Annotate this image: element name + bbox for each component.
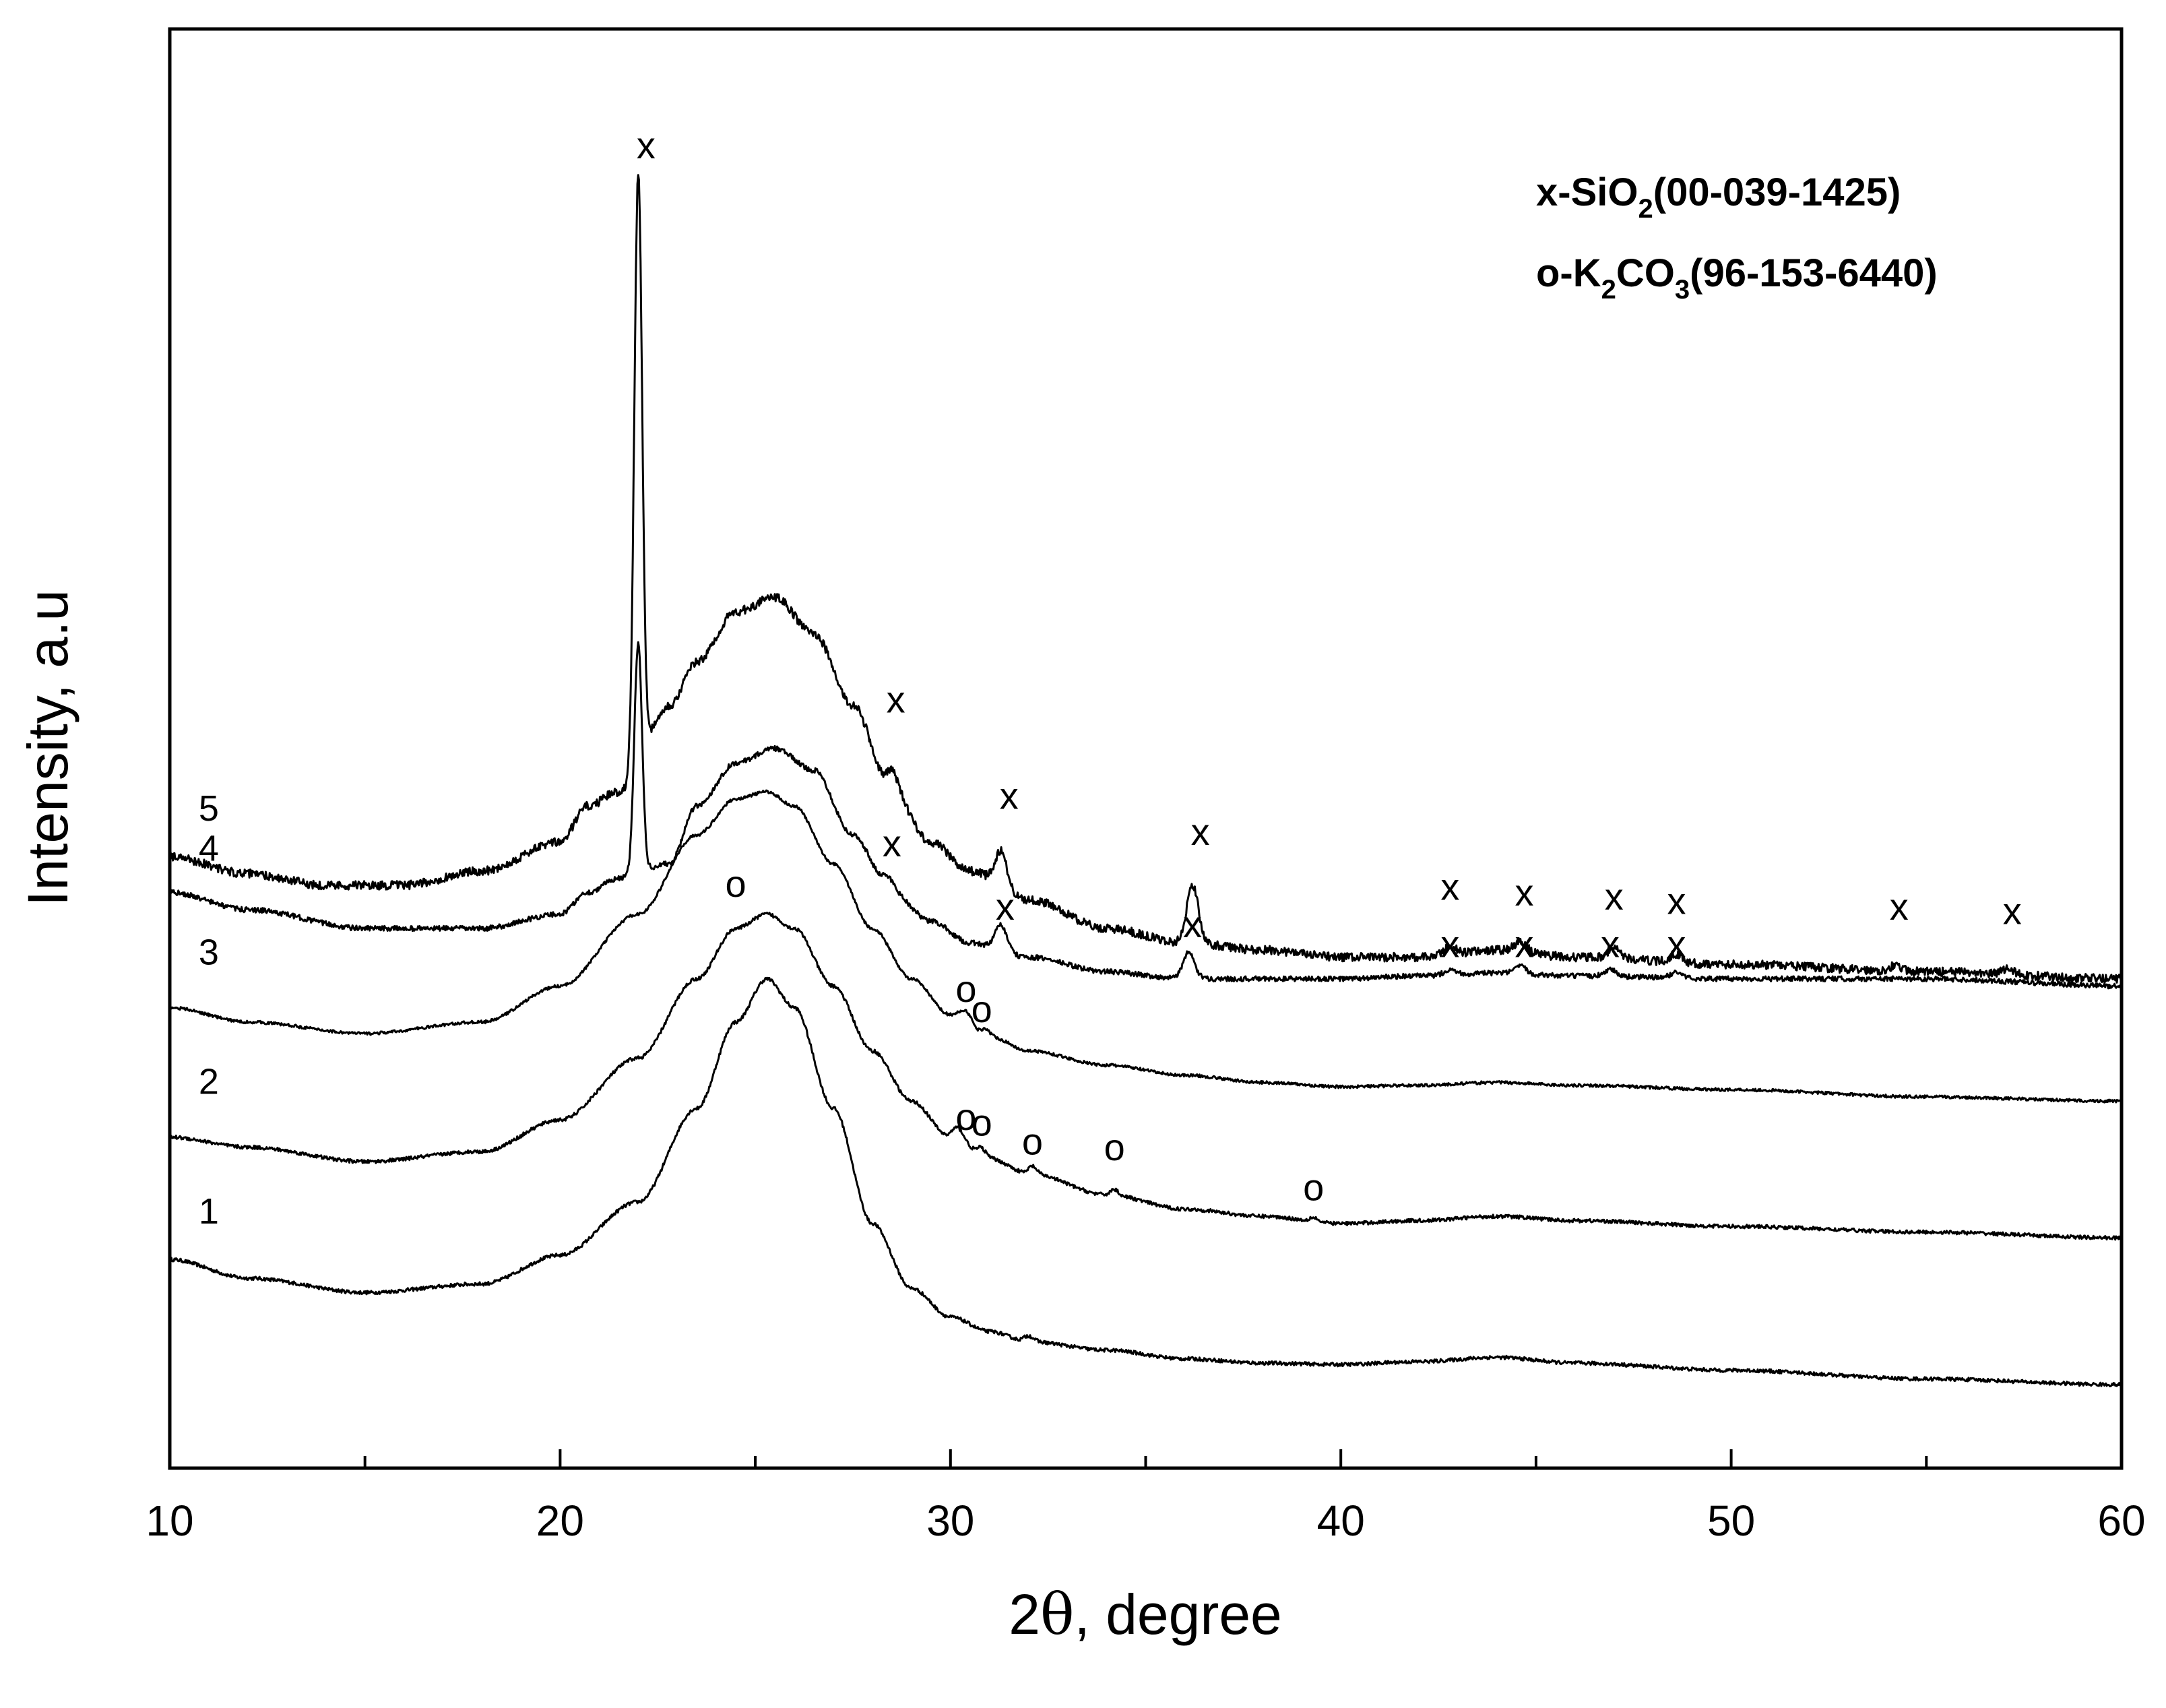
curve-labels: 1 2 3 45	[199, 788, 219, 1232]
x-tick-label: 20	[536, 1496, 584, 1545]
x-tick-label: 60	[2097, 1496, 2145, 1545]
legend-line-k2co3: o-K2CO3(96-153-6440)	[1536, 251, 1938, 305]
curve-label: 2	[199, 1062, 219, 1102]
series-curve-5	[168, 174, 2123, 984]
k2co3-peak-marker: o	[971, 1102, 992, 1144]
sio2-peak-marker: x	[1601, 923, 1620, 966]
sio2-peak-marker: x	[1440, 865, 1459, 908]
k2co3-peak-marker: o	[955, 968, 976, 1010]
series-curve-2	[168, 912, 2123, 1241]
sio2-peak-marker: x	[1000, 775, 1019, 817]
series-curve-4	[168, 641, 2122, 990]
sio2-peak-marker: x	[1440, 923, 1459, 966]
x-axis-ticks	[168, 1449, 2123, 1468]
k2co3-peak-marker: o	[971, 988, 992, 1030]
series-curve-1	[168, 976, 2123, 1387]
curve-label: 3	[199, 932, 219, 972]
sio2-peak-marker: x	[996, 885, 1015, 928]
y-axis-label: Intensity, a.u	[16, 590, 79, 906]
sio2-peak-marker: x	[637, 124, 656, 166]
x-axis-tick-labels: 10 20 30 40 50 60	[146, 1496, 2145, 1545]
sio2-peak-marker: x	[887, 678, 905, 721]
k2co3-peak-marker: o	[1104, 1126, 1125, 1168]
k2co3-peak-marker: o	[955, 1096, 976, 1138]
curve-label: 1	[199, 1191, 219, 1232]
x-tick-label: 40	[1317, 1496, 1365, 1545]
sio2-peak-marker: x	[1515, 923, 1534, 966]
sio2-peak-marker: x	[1667, 880, 1686, 922]
x-tick-label: 50	[1707, 1496, 1755, 1545]
sio2-peak-marker: x	[1605, 875, 1624, 918]
series-group	[168, 174, 2123, 1387]
sio2-peak-marker: x	[1183, 903, 1202, 945]
sio2-peak-marker: x	[1191, 811, 1210, 853]
sio2-peak-marker: x	[1890, 885, 1909, 928]
curve-label: 4	[199, 829, 219, 869]
plot-frame	[168, 27, 2124, 1470]
k2co3-peak-marker: o	[1022, 1120, 1043, 1162]
x-axis-label: 2θ, degree	[1009, 1581, 1282, 1647]
curve-label: 5	[199, 788, 219, 829]
sio2-peak-marker: x	[1667, 923, 1686, 966]
sio2-peak-marker: x	[2003, 890, 2022, 932]
sio2-peak-marker: x	[883, 822, 901, 864]
series-curve-3	[169, 789, 2123, 1104]
legend-line-sio2: x-SiO2(00-039-1425)	[1536, 170, 1901, 224]
sio2-peak-marker: x	[1515, 871, 1534, 914]
k2co3-peak-marker: o	[726, 862, 746, 905]
k2co3-peak-marker: o	[1303, 1166, 1324, 1209]
x-tick-label: 10	[146, 1496, 193, 1545]
x-tick-label: 30	[926, 1496, 974, 1545]
